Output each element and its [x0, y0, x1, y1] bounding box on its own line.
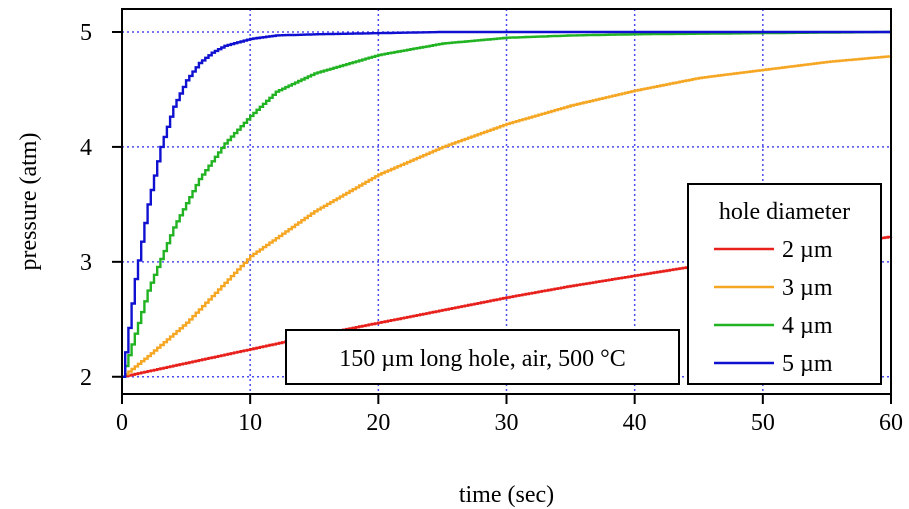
axis-ticks: 0 10 20 30 40 50 60 2 3 4 5	[80, 20, 903, 436]
x-tick-label: 50	[751, 410, 775, 436]
series-line	[122, 30, 891, 378]
legend: hole diameter 2 µm 3 µm 4 µm 5 µm	[687, 183, 882, 385]
legend-title: hole diameter	[719, 199, 850, 225]
y-tick-label: 5	[80, 20, 92, 46]
y-tick-label: 3	[80, 250, 92, 276]
x-tick-label: 60	[879, 410, 903, 436]
x-tick-label: 30	[495, 410, 519, 436]
annotation-box: 150 µm long hole, air, 500 °C	[285, 329, 680, 385]
y-tick-label: 4	[80, 135, 92, 161]
legend-label: 5 µm	[782, 351, 833, 377]
series-line	[122, 30, 891, 378]
annotation-text: 150 µm long hole, air, 500 °C	[339, 346, 625, 372]
x-tick-label: 0	[116, 410, 128, 436]
legend-label: 2 µm	[782, 237, 833, 263]
legend-items: 2 µm 3 µm 4 µm 5 µm	[714, 237, 833, 377]
x-tick-label: 40	[623, 410, 647, 436]
x-tick-label: 20	[366, 410, 390, 436]
series-line	[122, 55, 893, 378]
x-tick-label: 10	[238, 410, 262, 436]
y-tick-label: 2	[80, 365, 92, 391]
legend-label: 4 µm	[782, 313, 833, 339]
legend-label: 3 µm	[782, 275, 833, 301]
y-axis-label: pressure (atm)	[16, 133, 42, 271]
x-axis-label: time (sec)	[459, 482, 554, 508]
legend-frame	[687, 183, 882, 385]
annotation-frame	[285, 329, 680, 385]
